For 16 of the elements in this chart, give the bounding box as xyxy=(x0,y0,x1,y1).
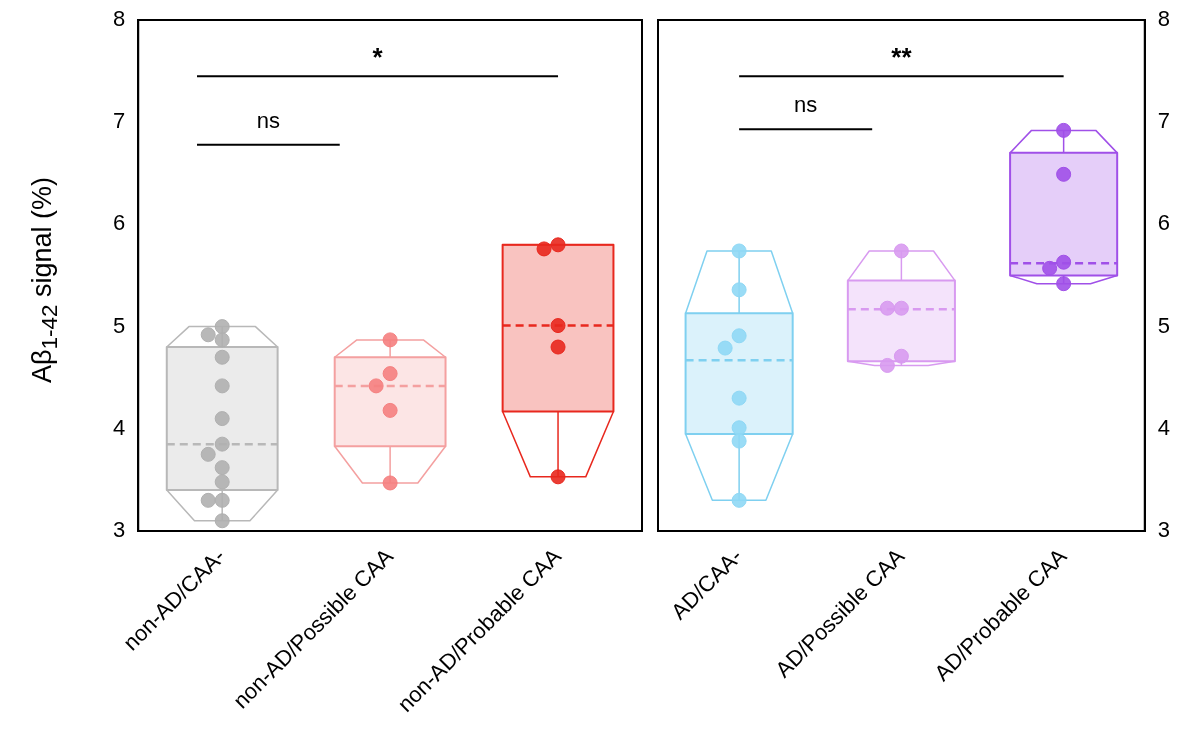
y-tick-label: 6 xyxy=(112,210,126,236)
y-tick-label: 8 xyxy=(112,6,126,32)
y-tick-label: 4 xyxy=(112,414,126,440)
y-tick-label: 7 xyxy=(112,108,126,134)
y2-tick-label: 8 xyxy=(1157,6,1171,32)
y2-tick-label: 7 xyxy=(1157,108,1171,134)
y-tick-label: 5 xyxy=(112,312,126,338)
y-tick-label: 3 xyxy=(112,517,126,543)
annotation: ** xyxy=(891,42,913,73)
y2-tick-label: 3 xyxy=(1157,517,1171,543)
annotation: ns xyxy=(794,92,818,118)
y2-tick-label: 5 xyxy=(1157,312,1171,338)
annotation: ns xyxy=(256,107,280,133)
annotation: * xyxy=(372,42,384,73)
y2-tick-label: 6 xyxy=(1157,210,1171,236)
y2-tick-label: 4 xyxy=(1157,414,1171,440)
